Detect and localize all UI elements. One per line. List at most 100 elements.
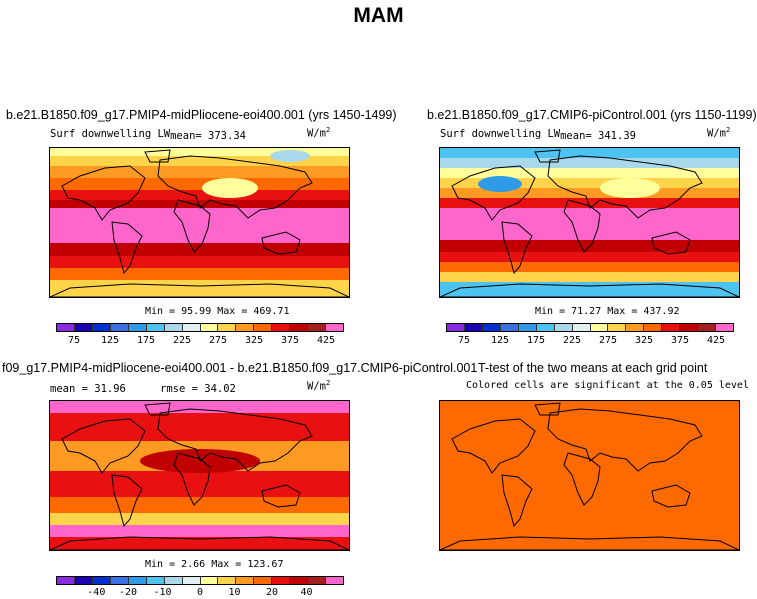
colorbar-swatch: [236, 577, 255, 584]
coastline: [157, 155, 313, 219]
colorbar-tick-label: 125: [100, 335, 120, 346]
field-band: [440, 158, 739, 168]
coastline: [563, 199, 601, 253]
colorbar-tick-label: 275: [208, 335, 228, 346]
colorbar-swatch: [254, 324, 273, 331]
colorbar-swatch: [128, 577, 147, 584]
panel1-map-plot: [50, 148, 349, 297]
colorbar-swatch: [236, 324, 255, 331]
colorbar-swatch: [716, 324, 733, 331]
colorbar-swatch: [500, 324, 519, 331]
panel1-colorbar-labels: 75 125 175 225 275 325 375 425: [56, 335, 344, 347]
field-band: [50, 256, 349, 268]
colorbar-swatch: [644, 324, 663, 331]
panel3-mean: mean = 31.96: [50, 383, 126, 395]
panel3-map-plot: [50, 401, 349, 550]
figure-title: MAM: [353, 4, 404, 27]
colorbar-tick-label: 225: [172, 335, 192, 346]
field-patch: [202, 178, 258, 198]
coastline: [451, 165, 536, 221]
coastline: [547, 155, 703, 219]
colorbar-swatch: [680, 324, 699, 331]
colorbar-swatch: [662, 324, 681, 331]
colorbar-swatch: [92, 324, 111, 331]
colorbar-tick-label: 425: [316, 335, 336, 346]
colorbar-tick-label: 10: [228, 587, 241, 598]
colorbar-swatch: [164, 324, 183, 331]
field-band: [50, 497, 349, 513]
panel4-map-plot: [440, 401, 739, 550]
field-band: [50, 156, 349, 166]
colorbar-swatch: [218, 577, 237, 584]
coastline: [61, 165, 146, 221]
coastline: [501, 221, 533, 275]
colorbar-swatch: [464, 324, 483, 331]
colorbar-swatch: [272, 324, 291, 331]
colorbar-swatch: [290, 324, 309, 331]
coastline: [534, 149, 561, 163]
panel3-rmse: rmse = 34.02: [160, 383, 236, 395]
field-band: [50, 471, 349, 497]
coastline: [173, 199, 211, 253]
field-band: [50, 280, 349, 297]
field-band: [50, 178, 349, 190]
panel3-colorbar-labels: -40 -20 -10 0 10 20 40: [56, 587, 344, 599]
field-band: [50, 200, 349, 208]
colorbar-swatch: [218, 324, 237, 331]
coastline: [440, 283, 739, 297]
field-band: [50, 166, 349, 178]
colorbar-tick-label: -10: [153, 587, 172, 598]
field-band: [440, 198, 739, 208]
field-band: [50, 525, 349, 537]
panel3-map: [49, 400, 350, 551]
field-band: [50, 148, 349, 156]
panel4-title: T-test of the two means at each grid poi…: [478, 361, 708, 375]
coastline: [651, 231, 691, 255]
panel1-variable: Surf downwelling LWmean= 373.34: [50, 128, 246, 142]
panel1-title: b.e21.B1850.f09_g17.PMIP4-midPliocene-eo…: [6, 108, 397, 122]
colorbar-tick-label: 20: [265, 587, 279, 598]
colorbar-tick-label: 325: [634, 335, 654, 346]
colorbar-swatch: [146, 324, 165, 331]
colorbar-swatch: [326, 577, 343, 584]
coastline: [440, 536, 739, 550]
colorbar-tick-label: -40: [87, 587, 106, 598]
colorbar-swatch: [182, 577, 201, 584]
coastline: [547, 408, 703, 472]
coastline: [61, 418, 146, 474]
field-band: [440, 262, 739, 272]
colorbar-swatch: [164, 577, 183, 584]
colorbar-tick-label: 375: [280, 335, 300, 346]
coastline: [144, 402, 171, 416]
significance-field: [440, 401, 739, 550]
colorbar-tick-label: 325: [244, 335, 264, 346]
colorbar-swatch: [447, 324, 465, 331]
field-band: [50, 537, 349, 550]
coastline: [111, 221, 143, 275]
coastline: [451, 418, 536, 474]
field-band: [50, 513, 349, 525]
colorbar-swatch: [572, 324, 591, 331]
coastline: [173, 452, 211, 506]
colorbar-tick-label: 425: [706, 335, 726, 346]
colorbar-swatch: [128, 324, 147, 331]
field-patch: [270, 150, 310, 162]
coastline: [261, 484, 301, 508]
colorbar-tick-label: -20: [118, 587, 138, 598]
colorbar-swatch: [698, 324, 717, 331]
colorbar-swatch: [608, 324, 627, 331]
coastline: [157, 408, 313, 472]
colorbar-swatch: [326, 324, 343, 331]
panel2-map: [439, 147, 740, 298]
field-band: [50, 268, 349, 280]
panel2-variable: Surf downwelling LWmean= 341.39: [440, 128, 636, 142]
colorbar-swatch: [626, 324, 645, 331]
coastline: [651, 484, 691, 508]
colorbar-swatch: [254, 577, 273, 584]
field-band: [50, 208, 349, 243]
colorbar-swatch: [57, 324, 75, 331]
field-band: [50, 190, 349, 200]
panel3-units: W/m2: [307, 379, 331, 393]
panel2-title: b.e21.B1850.f09_g17.CMIP6-piControl.001 …: [427, 108, 757, 122]
panel3-stats: Min = 2.66 Max = 123.67: [145, 559, 284, 570]
